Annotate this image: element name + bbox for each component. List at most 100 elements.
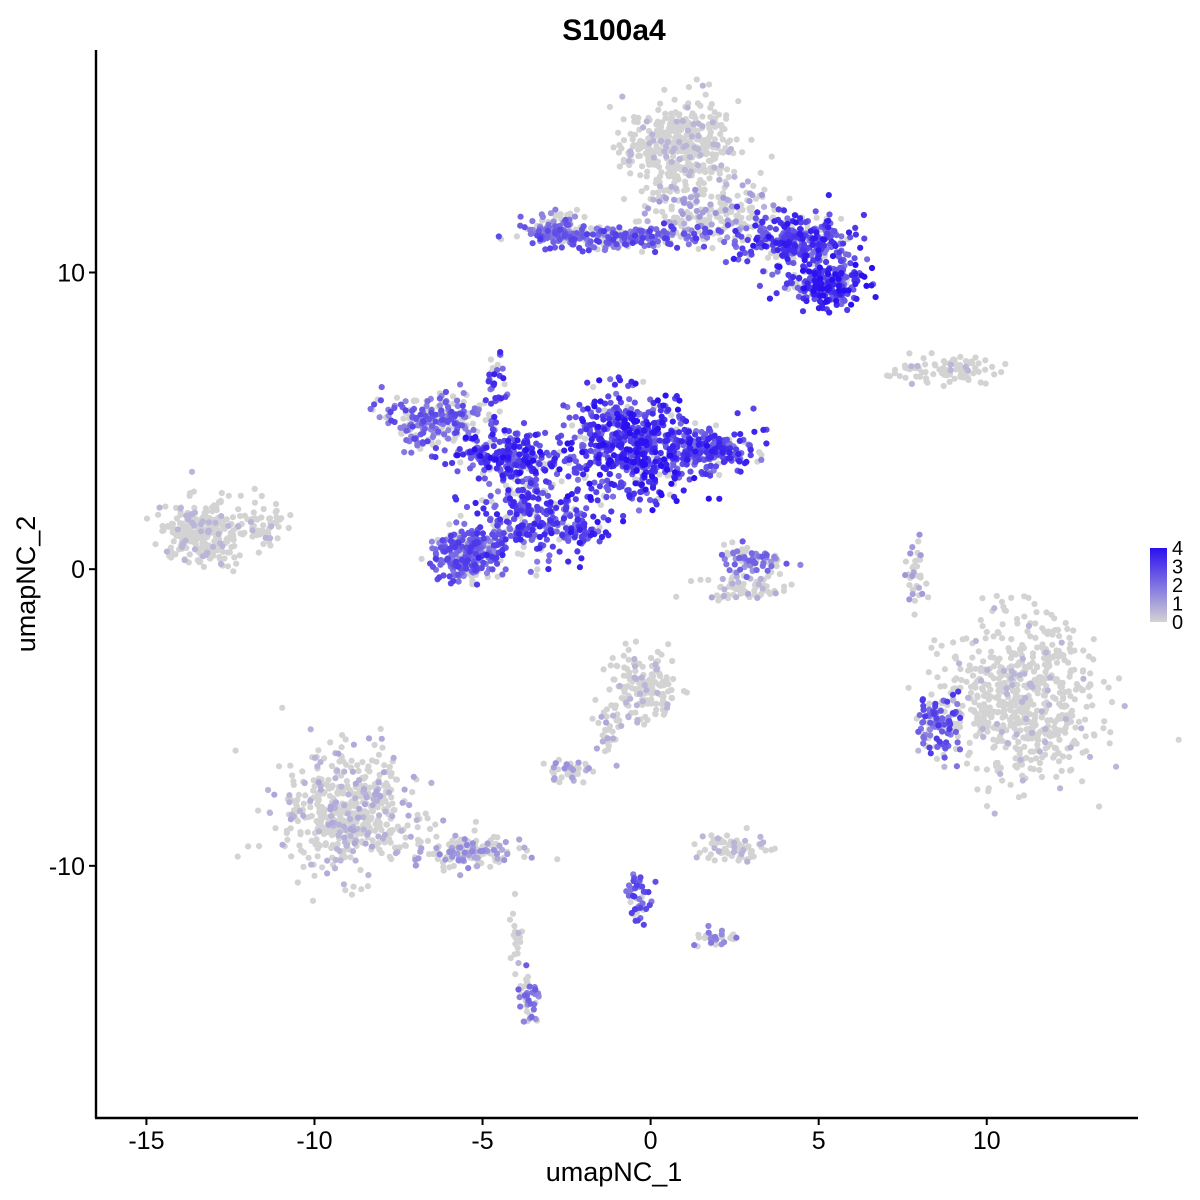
- data-point: [1070, 627, 1077, 634]
- data-point: [709, 245, 716, 252]
- data-point: [1056, 736, 1063, 743]
- data-point: [511, 890, 519, 898]
- data-point: [487, 492, 494, 499]
- data-point: [463, 503, 471, 511]
- data-point: [407, 833, 414, 840]
- data-point: [994, 709, 1001, 716]
- data-point: [560, 402, 567, 409]
- data-point: [662, 195, 670, 202]
- data-point: [994, 725, 1001, 732]
- data-point: [262, 534, 269, 542]
- data-point: [706, 213, 713, 220]
- data-point: [954, 701, 961, 708]
- data-point: [902, 374, 909, 381]
- chart-title: S100a4: [562, 14, 666, 47]
- data-point: [286, 792, 293, 799]
- data-point: [1100, 678, 1107, 685]
- data-point: [743, 225, 750, 232]
- data-point: [561, 232, 568, 239]
- data-point: [457, 872, 464, 879]
- data-point: [1071, 666, 1078, 673]
- data-point: [237, 530, 244, 537]
- data-point: [602, 244, 609, 251]
- data-point: [1067, 767, 1074, 774]
- data-point: [332, 799, 340, 806]
- data-point: [400, 415, 407, 422]
- data-point: [1014, 620, 1021, 627]
- data-point: [953, 763, 961, 770]
- data-point: [644, 716, 651, 724]
- data-point: [691, 144, 698, 151]
- data-point: [620, 195, 628, 203]
- data-point: [737, 566, 744, 573]
- data-point: [912, 557, 919, 565]
- data-point: [639, 163, 646, 170]
- data-point: [1043, 609, 1050, 616]
- data-point: [450, 393, 457, 400]
- data-point: [533, 440, 540, 447]
- data-point: [363, 794, 370, 801]
- data-point: [1101, 718, 1108, 725]
- data-point: [178, 532, 185, 539]
- data-point: [260, 540, 267, 548]
- data-point: [377, 397, 384, 404]
- data-point: [681, 220, 688, 227]
- data-point: [516, 845, 523, 852]
- data-point: [589, 715, 596, 722]
- data-point: [335, 750, 342, 757]
- data-point: [1066, 753, 1073, 761]
- data-point: [260, 505, 267, 513]
- data-point: [635, 146, 642, 153]
- data-point: [403, 437, 410, 444]
- data-point: [1079, 686, 1086, 694]
- data-point: [472, 818, 479, 825]
- data-point: [313, 836, 320, 843]
- data-point: [440, 867, 447, 874]
- data-point: [420, 429, 427, 436]
- data-point: [455, 857, 462, 864]
- data-point: [729, 539, 736, 546]
- data-point: [348, 891, 355, 898]
- data-point: [998, 728, 1006, 736]
- data-point: [653, 121, 660, 128]
- data-point: [566, 414, 573, 421]
- data-point: [960, 374, 967, 381]
- data-point: [1057, 785, 1064, 792]
- data-point: [655, 681, 662, 688]
- data-point: [362, 819, 369, 827]
- data-point: [362, 840, 369, 847]
- data-point: [169, 549, 176, 556]
- data-point: [393, 394, 401, 401]
- data-point: [1071, 696, 1078, 703]
- data-point: [936, 366, 943, 373]
- data-point: [215, 530, 222, 538]
- data-point: [631, 656, 638, 663]
- data-point: [920, 740, 927, 747]
- data-point: [640, 124, 647, 131]
- data-point: [463, 841, 470, 849]
- data-point: [967, 666, 974, 673]
- data-point: [589, 231, 597, 238]
- data-point: [232, 747, 239, 754]
- data-point: [947, 367, 954, 374]
- data-point: [951, 677, 958, 684]
- data-point: [461, 520, 468, 528]
- data-point: [1031, 721, 1038, 728]
- data-point: [355, 767, 362, 775]
- data-point: [705, 854, 712, 862]
- data-point: [1042, 751, 1049, 758]
- data-point: [502, 839, 509, 846]
- data-point: [355, 814, 362, 821]
- data-point: [745, 843, 752, 850]
- data-point: [1067, 693, 1074, 700]
- data-point: [509, 910, 517, 917]
- data-point: [738, 850, 745, 858]
- data-point: [179, 540, 187, 547]
- data-point: [237, 492, 244, 499]
- data-point: [718, 551, 726, 558]
- data-point: [978, 677, 985, 684]
- data-point: [495, 233, 502, 240]
- data-point: [985, 788, 992, 795]
- data-point: [725, 173, 732, 181]
- data-point: [417, 848, 424, 855]
